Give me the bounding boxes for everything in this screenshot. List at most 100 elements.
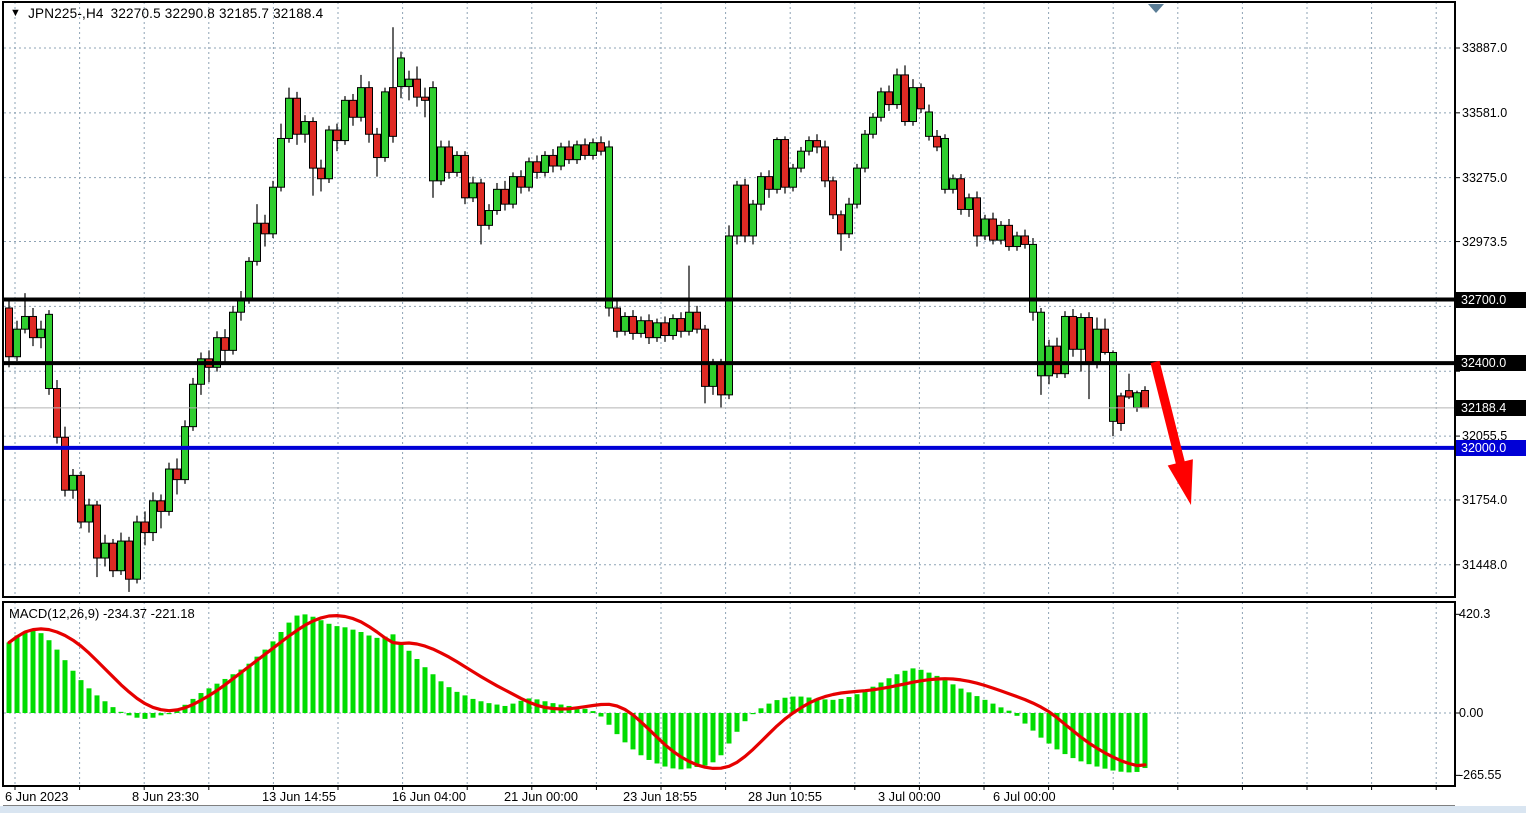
macd-histogram-bar: [630, 713, 636, 750]
candle-body: [613, 307, 621, 332]
macd-histogram-bar: [662, 713, 668, 767]
macd-histogram-bar: [62, 660, 68, 713]
macd-histogram-bar: [1134, 713, 1140, 772]
candle-body: [573, 144, 581, 161]
candlestick-series: [5, 27, 1149, 592]
macd-histogram-bar: [46, 640, 52, 713]
macd-histogram-bar: [214, 683, 220, 713]
candle-body: [949, 178, 957, 190]
macd-histogram-bar: [854, 694, 860, 713]
candle-body: [845, 203, 853, 235]
candle-body: [909, 87, 917, 123]
macd-histogram-bar: [326, 623, 332, 713]
candle-body: [45, 313, 53, 390]
candle-body: [149, 500, 157, 534]
macd-histogram-bar: [726, 713, 732, 744]
candle-body: [461, 154, 469, 199]
macd-histogram-bar: [1006, 710, 1012, 713]
chart-shift-marker-icon[interactable]: [1148, 4, 1164, 13]
macd-axis-label: -265.55: [1459, 768, 1502, 783]
candle-body: [837, 214, 845, 235]
candle-body: [429, 87, 437, 182]
macd-histogram-bar: [462, 695, 468, 713]
candle-body: [989, 218, 997, 241]
candle-body: [629, 315, 637, 334]
candle-body: [477, 182, 485, 226]
candle-body: [709, 362, 717, 387]
candle-body: [37, 328, 45, 339]
candle-body: [893, 74, 901, 106]
trend-arrow-annotation[interactable]: [1150, 360, 1193, 505]
macd-histogram-bar: [430, 674, 436, 713]
price-axis-label: 32973.5: [1462, 234, 1508, 249]
time-axis-label: 16 Jun 04:00: [392, 789, 467, 804]
horizontal-level-lines[interactable]: [4, 297, 1455, 450]
macd-name: MACD(12,26,9): [9, 606, 100, 621]
candle-body: [365, 87, 373, 135]
macd-histogram-bar: [1022, 713, 1028, 724]
candle-body: [21, 315, 29, 330]
candle-body: [757, 176, 765, 205]
candle-body: [621, 315, 629, 332]
candle-body: [389, 87, 397, 137]
candle-body: [677, 318, 685, 332]
macd-histogram-bar: [846, 697, 852, 713]
candle-body: [309, 121, 317, 169]
candle-body: [1125, 390, 1133, 398]
macd-histogram-bar: [830, 699, 836, 713]
time-axis-label: 21 Jun 00:00: [504, 789, 579, 804]
candle-body: [381, 91, 389, 159]
candle-body: [693, 311, 701, 330]
candle-body: [397, 57, 405, 88]
candle-body: [333, 129, 341, 142]
macd-histogram-bar: [246, 663, 252, 713]
macd-histogram-bar: [942, 680, 948, 713]
candle-body: [853, 167, 861, 205]
candle-body: [301, 121, 309, 135]
down-arrow-icon[interactable]: [1150, 360, 1193, 505]
macd-histogram-bar: [118, 711, 124, 713]
macd-histogram-bar: [958, 688, 964, 713]
candle-body: [725, 235, 733, 396]
candle-body: [1117, 395, 1125, 424]
candle-body: [269, 186, 277, 235]
candle-body: [1005, 224, 1013, 248]
macd-histogram-bar: [342, 627, 348, 713]
candle-body: [317, 167, 325, 180]
macd-histogram-bar: [470, 698, 476, 713]
shift-end-triangle-icon[interactable]: [1148, 4, 1164, 13]
macd-histogram-bar: [638, 713, 644, 756]
macd-histogram-bar: [454, 691, 460, 713]
macd-histogram-bar: [782, 697, 788, 713]
candle-body: [717, 362, 725, 396]
macd-histogram-bar: [1086, 713, 1092, 765]
candle-body: [805, 140, 813, 152]
candle-body: [53, 388, 61, 438]
candle-body: [997, 224, 1005, 241]
macd-histogram-bar: [886, 678, 892, 713]
candle-body: [1069, 315, 1077, 350]
candle-body: [749, 203, 757, 237]
candle-body: [661, 322, 669, 337]
candle-body: [501, 188, 509, 205]
candle-body: [597, 142, 605, 152]
macd-histogram-bar: [670, 713, 676, 769]
time-axis-label: 3 Jul 00:00: [878, 789, 941, 804]
candle-body: [485, 210, 493, 226]
candle-body: [1133, 392, 1141, 409]
symbol-dropdown-triangle-icon[interactable]: ▼: [10, 7, 22, 19]
candle-body: [653, 322, 661, 339]
macd-histogram-bar: [838, 698, 844, 713]
macd-histogram-bar: [174, 710, 180, 713]
status-strip: [0, 806, 1526, 813]
price-axis-label: 32055.5: [1462, 429, 1508, 444]
candle-body: [445, 146, 453, 173]
candle-body: [541, 154, 549, 173]
macd-histogram-bar: [486, 703, 492, 713]
time-axis-label: 28 Jun 10:55: [748, 789, 823, 804]
candle-body: [605, 146, 613, 309]
candle-body: [957, 178, 965, 210]
macd-histogram-bar: [30, 630, 36, 713]
